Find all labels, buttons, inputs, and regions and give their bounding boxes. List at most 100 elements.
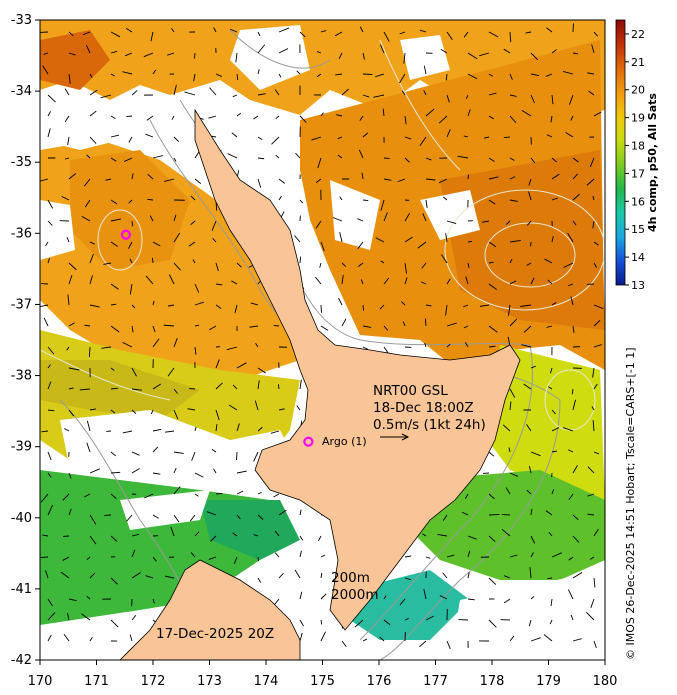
current-vector	[257, 491, 262, 495]
current-vector	[565, 132, 574, 138]
current-vector	[507, 304, 511, 316]
current-vector	[129, 258, 133, 264]
current-vector	[173, 388, 178, 394]
current-vector	[110, 134, 120, 138]
current-vector	[438, 178, 448, 184]
current-vector	[45, 570, 49, 579]
current-vector	[100, 94, 112, 99]
current-vector	[417, 241, 427, 249]
current-vector	[232, 384, 238, 390]
current-vector	[488, 157, 495, 162]
current-vector	[404, 577, 412, 581]
current-vector	[45, 241, 49, 247]
current-vector	[551, 157, 558, 163]
current-vector	[590, 598, 595, 608]
current-vector	[257, 44, 266, 54]
current-vector	[509, 318, 518, 327]
current-vector	[128, 136, 133, 143]
current-vector	[152, 257, 154, 264]
current-vector	[462, 511, 469, 516]
current-vector	[593, 528, 599, 537]
current-vector	[338, 52, 343, 60]
current-vector	[362, 325, 372, 328]
current-vector	[593, 111, 602, 117]
current-vector	[42, 534, 49, 537]
current-vector	[569, 94, 574, 105]
current-vector	[110, 409, 116, 414]
current-vector	[254, 400, 259, 411]
current-vector	[68, 274, 73, 285]
sst-patch-strait	[350, 570, 470, 640]
current-vector	[192, 259, 196, 264]
current-vector	[173, 84, 177, 96]
current-vector	[441, 254, 448, 264]
current-vector	[89, 89, 98, 96]
current-vector	[446, 31, 453, 40]
current-vector	[545, 510, 553, 516]
current-vector	[231, 132, 238, 138]
current-vector	[123, 157, 133, 162]
current-vector	[257, 380, 260, 390]
current-vector	[585, 611, 595, 621]
current-vector	[464, 342, 469, 348]
current-vector	[562, 427, 574, 432]
current-vector	[278, 572, 284, 579]
current-vector	[173, 486, 181, 495]
current-vector	[543, 634, 553, 642]
current-vector	[530, 94, 535, 104]
current-vector	[257, 577, 262, 583]
current-vector	[425, 304, 432, 307]
current-vector	[503, 598, 511, 604]
current-vector	[551, 427, 560, 432]
depth-label-2000m: 2000m	[331, 587, 379, 603]
current-vector	[68, 322, 75, 327]
current-vector	[593, 31, 598, 37]
current-vector	[294, 569, 301, 579]
current-vector	[173, 451, 184, 454]
current-vector	[257, 426, 263, 432]
current-vector	[362, 52, 365, 60]
current-vector	[446, 640, 451, 650]
current-vector	[572, 465, 578, 474]
current-vector	[467, 109, 471, 117]
current-vector	[465, 276, 469, 285]
x-tick-label: 174	[254, 674, 279, 689]
current-vector	[41, 430, 49, 433]
current-vector	[68, 52, 76, 56]
current-vector	[110, 303, 117, 306]
current-vector	[548, 532, 553, 537]
current-vector	[296, 70, 301, 75]
current-vector	[40, 304, 49, 307]
current-vector	[404, 618, 409, 621]
current-vector	[592, 220, 595, 229]
current-vector	[64, 88, 70, 96]
y-tick-label: -40	[11, 511, 32, 526]
current-vector	[509, 199, 518, 202]
current-vector	[359, 26, 364, 33]
current-vector	[84, 199, 91, 208]
current-vector	[422, 213, 427, 222]
current-vector	[338, 297, 343, 306]
current-vector	[570, 296, 574, 306]
current-vector	[530, 637, 541, 642]
current-vector	[168, 274, 175, 285]
current-vector	[509, 176, 516, 180]
current-vector	[215, 492, 223, 495]
current-vector	[488, 283, 497, 290]
current-vector	[164, 178, 175, 182]
ssh-contours	[40, 39, 605, 431]
current-vector	[294, 235, 301, 243]
current-vector	[530, 508, 533, 516]
colorbar-tick-label: 19	[631, 112, 645, 125]
current-vector	[89, 408, 96, 411]
current-vector	[339, 196, 343, 201]
current-vector	[47, 111, 51, 117]
current-vector	[152, 472, 161, 475]
current-vector	[547, 577, 553, 580]
current-vector	[110, 283, 119, 290]
current-vector	[209, 87, 217, 96]
cloud-gap-east-b	[420, 190, 480, 240]
cloud-gap-north-a	[40, 105, 120, 150]
current-vector	[190, 552, 196, 558]
current-vector	[568, 556, 574, 561]
